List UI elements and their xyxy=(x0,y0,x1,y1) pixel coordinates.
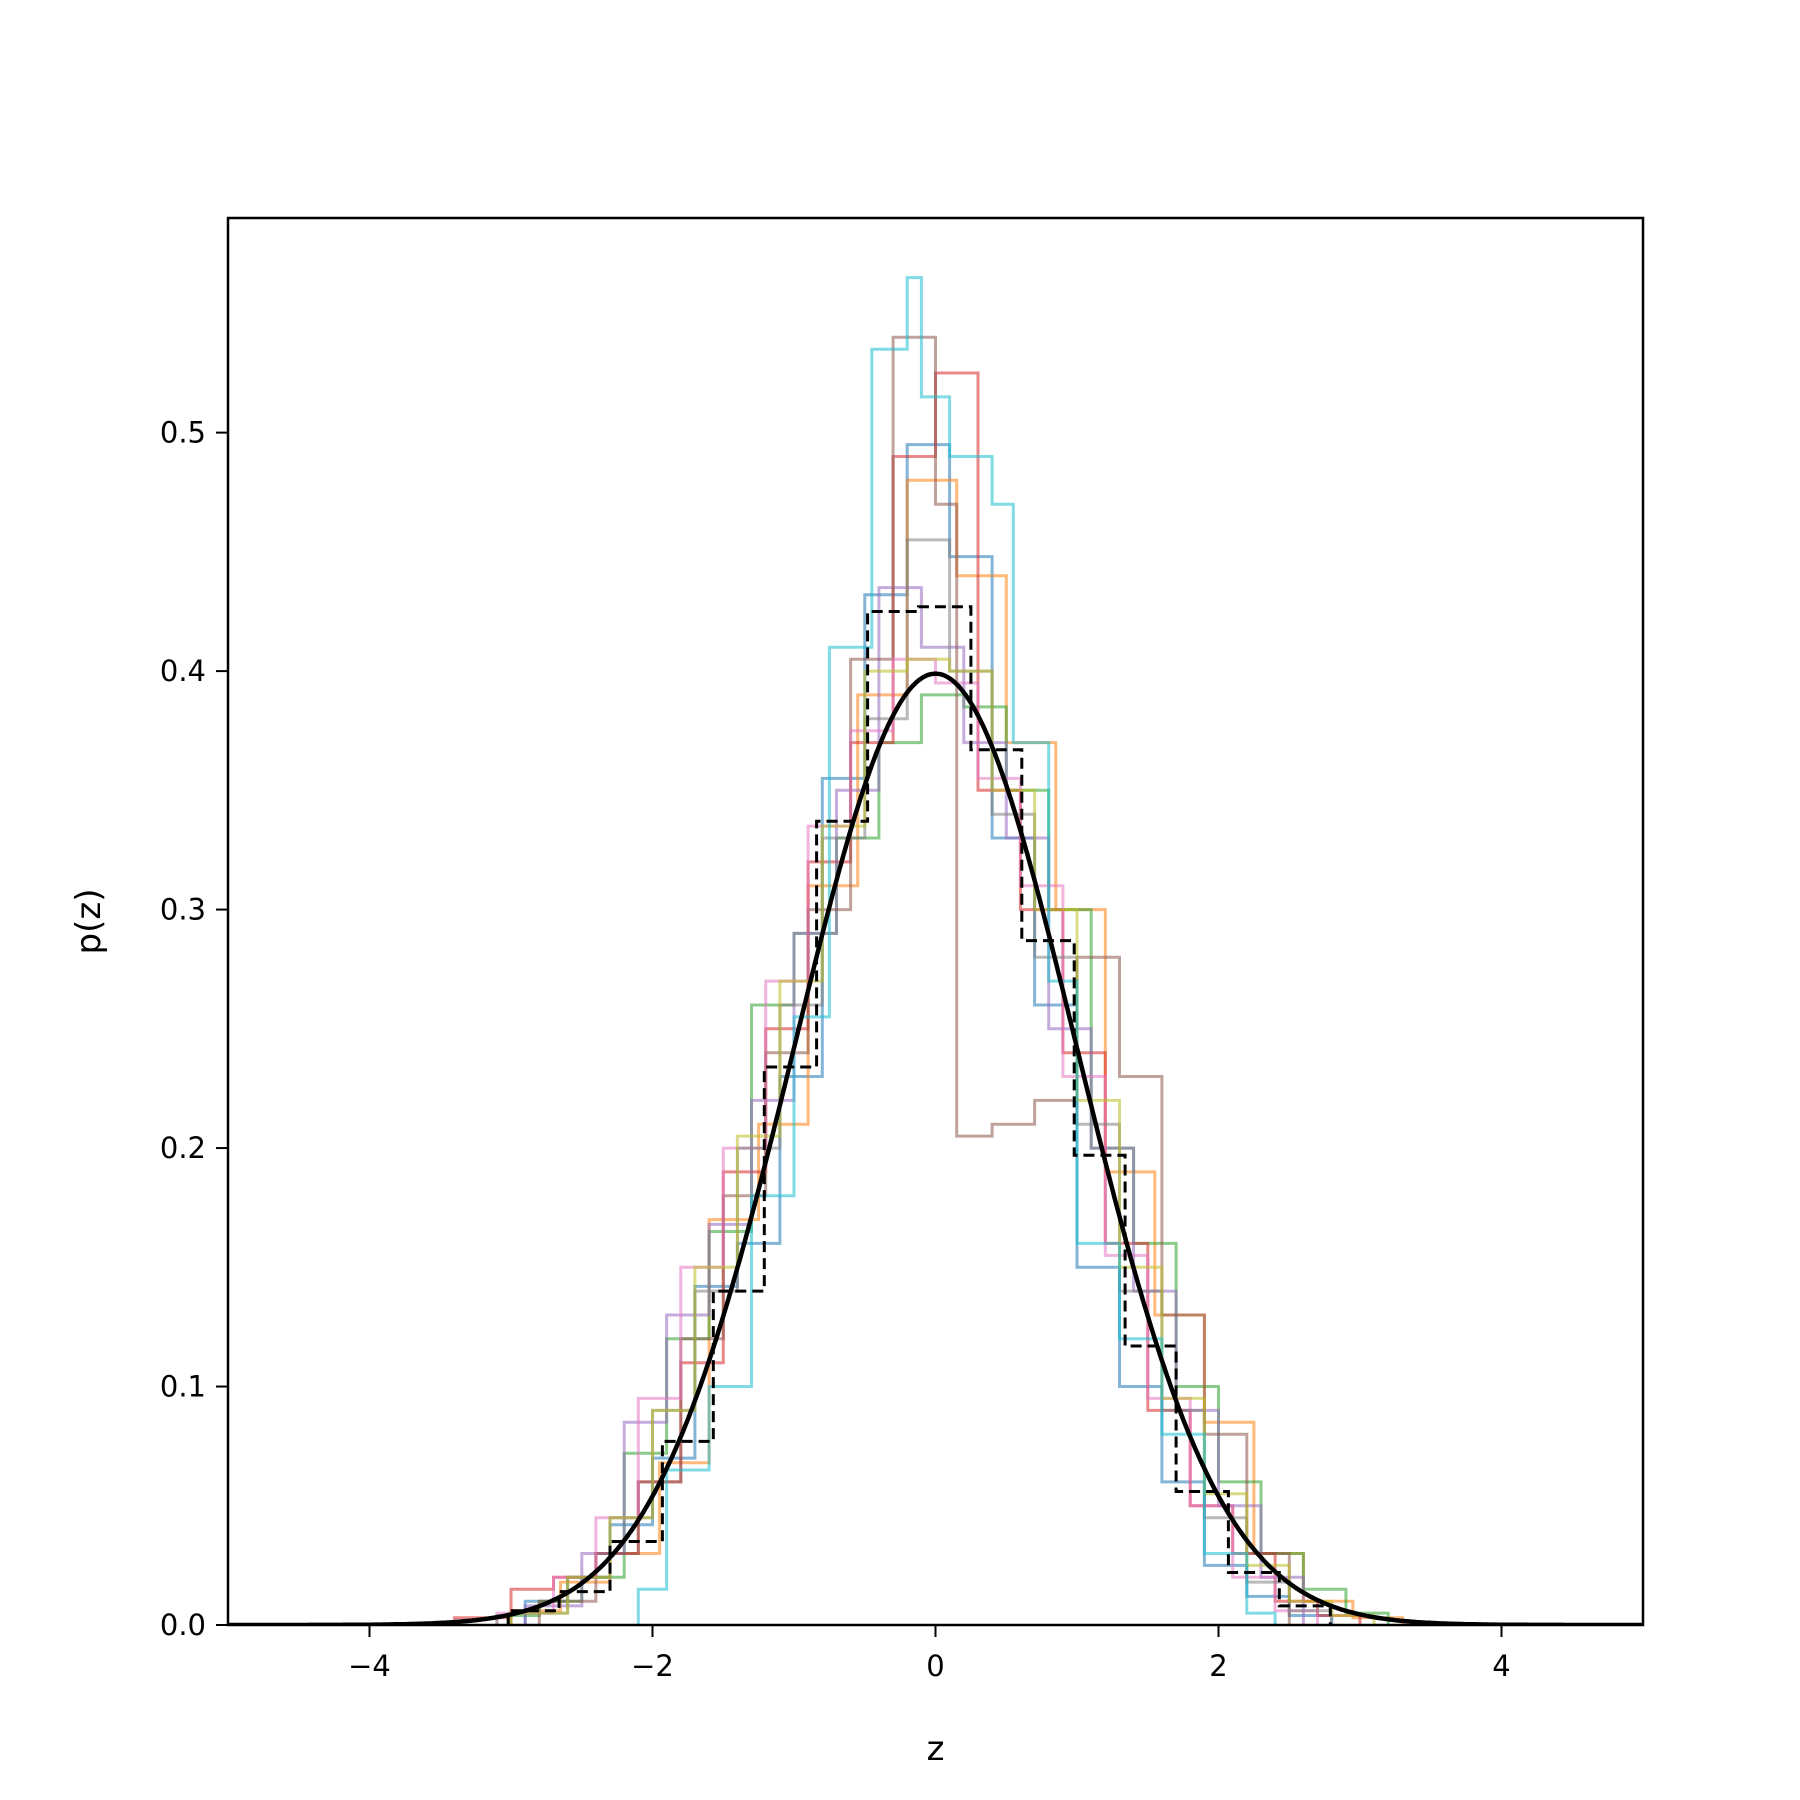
y-tick-label: 0.5 xyxy=(160,416,206,450)
histogram-series-group xyxy=(452,276,1404,1625)
y-axis-ticks: 0.0 0.1 0.2 0.3 0.4 0.5 xyxy=(160,416,228,1642)
histogram-series-10 xyxy=(636,276,1277,1625)
y-tick-label: 0.4 xyxy=(160,654,206,688)
x-tick-label: 0 xyxy=(926,1649,944,1683)
x-tick-label: −2 xyxy=(631,1649,674,1683)
y-tick-label: 0.0 xyxy=(160,1608,206,1642)
y-tick-label: 0.3 xyxy=(160,893,206,927)
x-tick-label: −4 xyxy=(348,1649,391,1683)
histogram-series-1 xyxy=(523,443,1334,1625)
y-tick-label: 0.2 xyxy=(160,1131,206,1165)
dashed-histogram xyxy=(506,605,1332,1625)
x-tick-label: 4 xyxy=(1492,1649,1510,1683)
x-axis-ticks: −4 −2 0 2 4 xyxy=(348,1625,1511,1683)
histogram-series-3 xyxy=(495,693,1390,1625)
normal-pdf-curve-group xyxy=(228,671,1643,1625)
y-tick-label: 0.1 xyxy=(160,1370,206,1404)
histogram-series-9 xyxy=(509,657,1376,1625)
dashed-histogram-group xyxy=(506,605,1332,1625)
histogram-series-7 xyxy=(495,657,1319,1625)
normal-pdf-curve xyxy=(228,671,1643,1625)
y-axis-label: p(z) xyxy=(69,889,109,955)
x-axis-label: z xyxy=(927,1729,945,1769)
x-tick-label: 2 xyxy=(1209,1649,1227,1683)
